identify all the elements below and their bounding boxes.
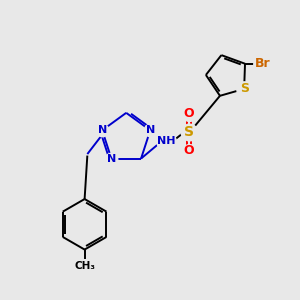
Text: O: O [183,144,194,157]
Text: Br: Br [255,57,271,70]
Text: O: O [183,107,194,120]
Text: S: S [240,82,249,95]
Text: S: S [184,125,194,139]
Text: N: N [98,125,107,135]
Text: N: N [146,125,155,135]
Text: NH: NH [157,136,176,146]
Text: N: N [107,154,116,164]
Text: CH₃: CH₃ [74,262,95,272]
